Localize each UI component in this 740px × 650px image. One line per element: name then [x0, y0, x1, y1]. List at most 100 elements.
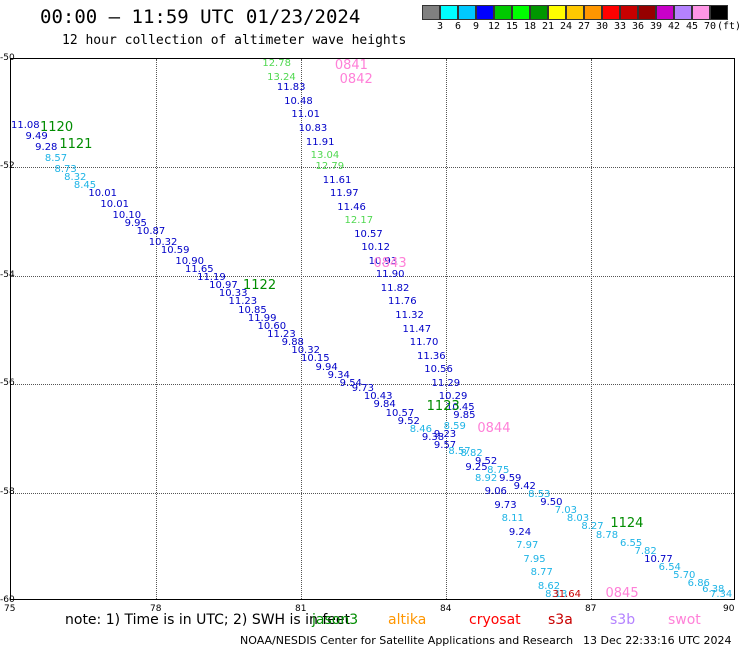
wave-height-value: 11.83 [276, 82, 306, 94]
y-tick-label: -50 [0, 53, 15, 63]
wave-height-value: 11.82 [380, 282, 410, 294]
y-tick-label: -56 [0, 378, 15, 389]
wave-height-value: 5.70 [673, 570, 696, 582]
wave-height-value: 8.13 [545, 589, 568, 600]
y-tick-label: -58 [0, 486, 15, 497]
wave-height-value: 7.95 [523, 553, 546, 565]
wave-height-value: 12.17 [344, 215, 374, 227]
wave-height-value: 8.27 [581, 521, 604, 533]
x-tick-label: 90 [723, 604, 735, 614]
wave-height-value: 10.01 [88, 188, 117, 200]
wave-height-value: 8.46 [409, 423, 433, 435]
wave-height-value: 8.59 [443, 421, 466, 433]
y-tick-label: -60 [0, 595, 15, 605]
track-time-label: 0844 [477, 421, 511, 437]
wave-height-value: 9.54 [339, 377, 362, 389]
wave-height-value: 9.23 [433, 429, 457, 441]
wave-height-value: 11.76 [388, 296, 417, 308]
color-swatch [674, 5, 692, 20]
wave-height-value: 10.45 [446, 402, 475, 414]
footer-note: note: 1) Time is in UTC; 2) SWH is in fe… [65, 612, 351, 628]
wave-height-value: 10.43 [363, 391, 393, 403]
wave-height-value: 10.01 [100, 198, 130, 210]
wave-height-value: 13.24 [267, 71, 296, 83]
wave-height-value: 6.38 [702, 583, 725, 595]
color-scale-label: 39 [649, 21, 663, 32]
color-scale-label: 21 [541, 21, 555, 32]
wave-height-value: 7.97 [516, 540, 539, 552]
wave-height-value: 9.94 [315, 361, 338, 373]
gridline-vertical [446, 59, 447, 599]
wave-height-value: 9.52 [397, 415, 420, 427]
gridline-horizontal [11, 275, 734, 277]
color-swatch [422, 5, 440, 20]
color-swatch [692, 5, 710, 20]
wave-height-value: 8.75 [487, 464, 510, 476]
wave-height-value: 9.06 [484, 486, 507, 498]
wave-height-value: 9.38 [421, 431, 445, 443]
wave-height-value: 9.52 [475, 456, 498, 468]
color-scale-label: 30 [595, 21, 609, 32]
color-swatch [584, 5, 602, 20]
color-scale-label: 33 [613, 21, 627, 32]
satellite-legend-item: altika [388, 612, 427, 628]
wave-height-value: 6.55 [620, 537, 643, 549]
page-title: 00:00 – 11:59 UTC 01/23/2024 [40, 6, 361, 28]
color-scale-label: 12 [487, 21, 501, 32]
track-time-label: 1120 [40, 120, 74, 136]
gridline-horizontal [11, 167, 734, 169]
color-swatch [494, 5, 512, 20]
wave-height-value: 10.12 [361, 242, 391, 254]
color-scale-label: 3 [436, 21, 444, 32]
generated-timestamp: 13 Dec 22:33:16 UTC 2024 [583, 634, 732, 647]
wave-height-value: 9.25 [465, 461, 488, 473]
wave-height-value: 8.53 [528, 488, 551, 500]
wave-height-value: 7.03 [554, 505, 578, 517]
color-swatch [440, 5, 458, 20]
wave-height-value: 11.97 [330, 188, 359, 200]
wave-height-value: 11.47 [402, 323, 432, 335]
wave-height-value: 10.77 [644, 553, 673, 565]
color-swatch [530, 5, 548, 20]
wave-height-value: 8.03 [566, 513, 590, 525]
wave-height-value: 10.59 [160, 244, 190, 256]
color-swatch [566, 5, 584, 20]
color-scale-label: 70 [703, 21, 717, 32]
gridline-vertical [301, 59, 302, 599]
wave-height-value: 9.42 [513, 480, 536, 492]
color-scale-label: 24 [559, 21, 573, 32]
wave-height-value: 6.86 [687, 578, 710, 590]
gridline-vertical [156, 59, 157, 599]
track-time-label: 0841 [334, 58, 368, 73]
color-scale-label: 27 [577, 21, 591, 32]
x-tick-label: 81 [295, 604, 307, 614]
color-scale-unit: (ft) [716, 21, 740, 32]
wave-height-value: 11.23 [267, 329, 296, 340]
wave-height-value: 7.82 [634, 545, 657, 557]
wave-height-value: 11.01 [291, 109, 320, 121]
wave-height-value: 8.45 [73, 179, 97, 191]
color-swatch [620, 5, 638, 20]
wave-height-value: 10.33 [218, 288, 248, 300]
gridline-horizontal [11, 384, 734, 386]
wave-height-value: 10.32 [291, 345, 320, 357]
gridline-horizontal [11, 492, 734, 494]
wave-height-value: 8.57 [448, 445, 471, 457]
y-tick-label: -54 [0, 269, 15, 280]
page-subtitle: 12 hour collection of altimeter wave hei… [62, 33, 407, 48]
color-scale-label: 6 [454, 21, 462, 32]
wave-height-value: 10.87 [136, 226, 166, 238]
wave-height-value: 10.60 [257, 320, 287, 332]
wave-height-value: 8.77 [530, 567, 553, 579]
wave-height-value: 10.97 [209, 280, 238, 292]
wave-height-value: 10.85 [238, 304, 267, 316]
wave-height-value: 9.28 [35, 142, 58, 153]
satellite-legend-item: cryosat [469, 612, 521, 628]
satellite-legend-item: swot [668, 612, 701, 628]
wave-height-value: 9.49 [25, 131, 48, 143]
wave-height-value: 9.95 [124, 217, 147, 229]
wave-height-value: 9.73 [351, 383, 375, 395]
wave-height-value: 10.15 [301, 353, 330, 365]
wave-height-value: 10.93 [368, 255, 398, 267]
